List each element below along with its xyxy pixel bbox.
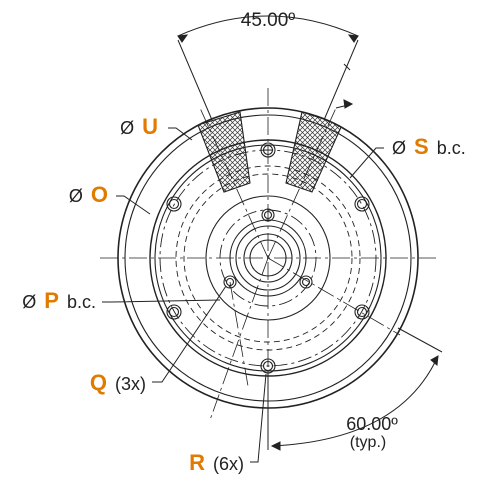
callout-r-key: R [189, 450, 205, 475]
angle-top-label: 45.00º [241, 10, 296, 31]
callout-r-suffix: (6x) [213, 454, 244, 474]
callout-q-key: Q [90, 370, 107, 395]
callout-q: Q (3x) [90, 370, 146, 395]
callout-u-prefix: Ø [120, 118, 134, 138]
callout-p-suffix: b.c. [67, 292, 96, 312]
dim-45 [177, 15, 359, 121]
callout-o: Ø O [69, 182, 108, 207]
callout-u: Ø U [120, 114, 158, 139]
port-right [285, 111, 343, 193]
callout-r: R (6x) [189, 450, 244, 475]
hole-r [166, 196, 182, 212]
callout-p-key: P [44, 288, 59, 313]
callout-o-prefix: Ø [69, 186, 83, 206]
callout-s-suffix: b.c. [437, 138, 466, 158]
hole-r [166, 304, 182, 320]
hole-q [223, 275, 237, 289]
hole-r [354, 304, 370, 320]
angle-bottom-note: (typ.) [350, 434, 386, 451]
callout-s-key: S [414, 134, 429, 159]
callout-u-key: U [142, 114, 158, 139]
callout-s-prefix: Ø [392, 138, 406, 158]
leaders [102, 127, 384, 463]
callout-o-key: O [91, 182, 108, 207]
hole-q [299, 275, 313, 289]
callout-s: Ø S b.c. [392, 134, 466, 159]
callout-p: Ø P b.c. [22, 288, 96, 313]
callout-q-suffix: (3x) [115, 374, 146, 394]
dim-60 [267, 327, 443, 451]
hole-r [354, 196, 370, 212]
port-left [197, 111, 251, 193]
callout-p-prefix: Ø [22, 292, 36, 312]
angle-bottom-label: 60.00º [346, 414, 398, 434]
